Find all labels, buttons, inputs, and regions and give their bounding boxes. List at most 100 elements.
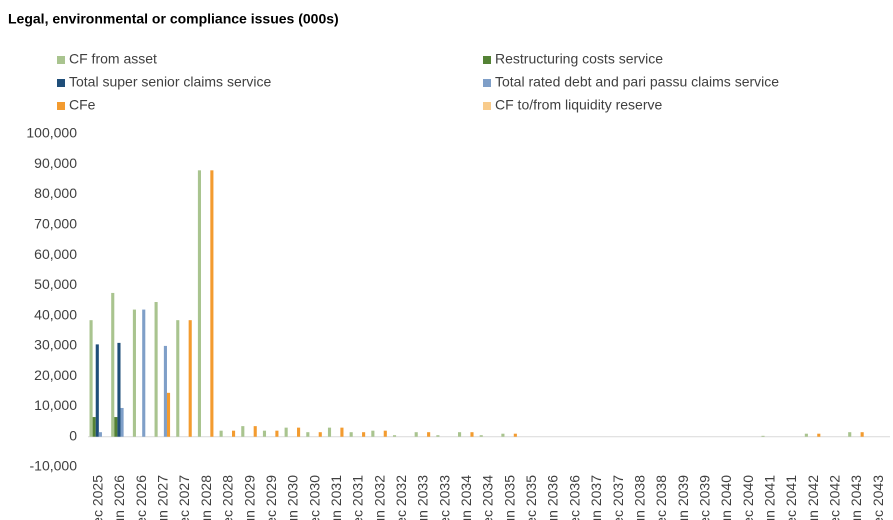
bar <box>817 433 821 437</box>
x-tick-label: Dec 2027 <box>176 475 192 520</box>
bar <box>188 320 192 437</box>
legend-swatch <box>483 79 491 87</box>
y-tick-label: -10,000 <box>30 458 78 474</box>
x-tick-label: Dec 2036 <box>566 475 582 520</box>
x-tick-label: Dec 2035 <box>523 475 539 520</box>
y-tick-label: 100,000 <box>26 125 77 141</box>
bar <box>436 435 440 437</box>
bar <box>92 417 96 437</box>
x-tick-label: Dec 2026 <box>133 475 149 520</box>
x-tick-label: Jun 2027 <box>155 475 171 520</box>
y-tick-label: 10,000 <box>34 397 77 413</box>
x-tick-label: Dec 2030 <box>306 475 322 520</box>
x-tick-label: Dec 2040 <box>740 475 756 520</box>
x-tick-label: Dec 2033 <box>436 475 452 520</box>
x-tick-label: Jun 2040 <box>718 475 734 520</box>
bar <box>297 427 301 437</box>
bar <box>262 430 267 437</box>
chart-title: Legal, environmental or compliance issue… <box>8 11 339 27</box>
x-tick-label: Jun 2037 <box>588 475 604 520</box>
x-tick-label: Dec 2028 <box>220 475 236 520</box>
y-tick-label: 30,000 <box>34 337 77 353</box>
x-tick-label: Jun 2036 <box>545 475 561 520</box>
x-tick-label: Jun 2035 <box>501 475 517 520</box>
bar <box>111 292 115 437</box>
bar <box>219 430 223 437</box>
y-tick-label: 50,000 <box>34 276 77 292</box>
bar <box>142 309 146 437</box>
x-tick-label: Dec 2029 <box>263 475 279 520</box>
x-tick-label: Dec 2038 <box>653 475 669 520</box>
bar <box>241 426 245 437</box>
y-tick-label: 70,000 <box>34 216 77 232</box>
bar <box>154 302 158 437</box>
x-tick-label: Dec 2041 <box>783 475 799 520</box>
bar <box>501 433 505 437</box>
bar <box>253 426 257 437</box>
bar <box>860 432 864 437</box>
bar <box>197 170 202 437</box>
bar <box>513 433 517 437</box>
bar <box>318 432 322 437</box>
legend-swatch <box>57 79 65 87</box>
bar <box>114 417 118 437</box>
legend-swatch <box>483 56 491 64</box>
bar <box>132 309 136 437</box>
bar <box>327 427 332 437</box>
bar <box>349 432 353 437</box>
bar <box>479 435 483 437</box>
bar <box>163 345 167 437</box>
bar <box>95 344 99 437</box>
x-tick-label: Dec 2034 <box>480 475 496 520</box>
bar <box>414 432 418 437</box>
x-tick-label: Dec 2042 <box>827 475 843 520</box>
bar <box>306 432 310 437</box>
bar <box>275 430 279 437</box>
bar <box>392 435 397 437</box>
legend-label: Total super senior claims service <box>69 74 272 90</box>
bar <box>761 435 765 437</box>
bar <box>340 427 344 437</box>
bar <box>848 432 852 437</box>
x-tick-label: Dec 2039 <box>696 475 712 520</box>
x-tick-label: Jun 2031 <box>328 475 344 520</box>
bar <box>231 430 236 437</box>
x-tick-label: Jun 2043 <box>848 475 864 520</box>
bar <box>120 407 124 437</box>
bar <box>284 427 288 437</box>
bar <box>176 320 180 437</box>
bar <box>210 170 214 437</box>
x-tick-label: Jun 2032 <box>371 475 387 520</box>
bar <box>470 432 474 437</box>
bar <box>383 430 387 437</box>
legend-label: CF from asset <box>69 51 157 67</box>
bar <box>362 432 366 437</box>
y-tick-label: 0 <box>69 427 77 443</box>
legend-label: Restructuring costs service <box>495 51 663 67</box>
y-tick-label: 60,000 <box>34 246 77 262</box>
x-tick-label: Jun 2033 <box>415 475 431 520</box>
x-tick-label: Dec 2025 <box>90 475 106 520</box>
y-tick-label: 20,000 <box>34 367 77 383</box>
legend-label: CF to/from liquidity reserve <box>495 97 662 113</box>
x-tick-label: Jun 2029 <box>241 475 257 520</box>
x-tick-label: Jun 2041 <box>761 475 777 520</box>
bar <box>98 432 102 437</box>
legend-swatch <box>483 102 491 110</box>
bar <box>89 320 93 437</box>
legend-label: CFe <box>69 97 96 113</box>
x-tick-label: Jun 2034 <box>458 475 474 520</box>
legend-swatch <box>57 102 65 110</box>
bar <box>427 432 431 437</box>
y-tick-label: 90,000 <box>34 155 77 171</box>
x-tick-label: Jun 2030 <box>285 475 301 520</box>
bar <box>117 342 121 437</box>
bar <box>371 430 375 437</box>
x-tick-label: Dec 2037 <box>610 475 626 520</box>
x-tick-label: Jun 2039 <box>675 475 691 520</box>
bar <box>458 432 462 437</box>
legend-swatch <box>57 56 65 64</box>
x-tick-label: Jun 2028 <box>198 475 214 520</box>
